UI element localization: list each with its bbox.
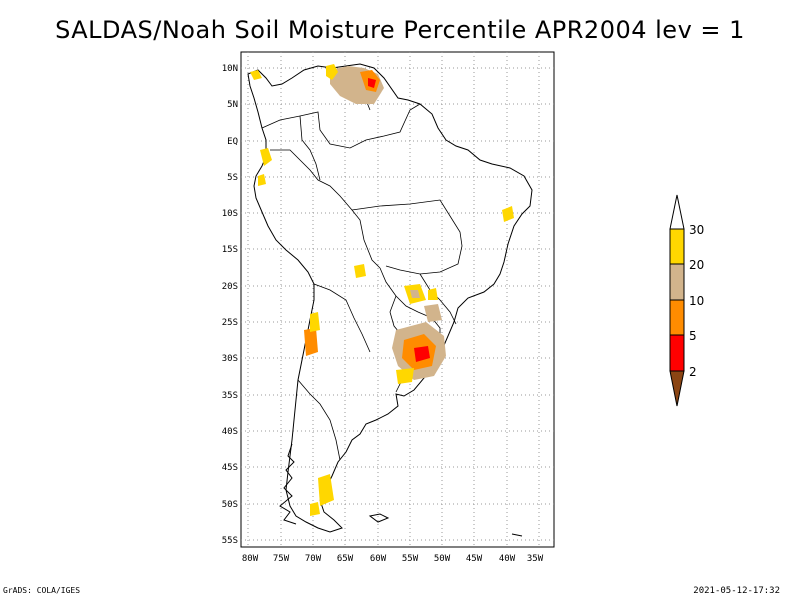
patch-uruguay-gold [396, 368, 414, 384]
lon-label: 70W [305, 554, 322, 564]
lat-label: 5S [227, 173, 238, 183]
lat-label: 10S [222, 209, 238, 219]
colorbar-label: 10 [689, 294, 704, 308]
lon-label: 75W [273, 554, 290, 564]
lat-label: 5N [227, 100, 238, 110]
lon-label: 45W [466, 554, 483, 564]
map-frame [240, 51, 555, 548]
lat-label: 40S [222, 427, 238, 437]
lat-label: 50S [222, 500, 238, 510]
colorbar-bottom-triangle [669, 370, 685, 407]
lon-label: 80W [242, 554, 259, 564]
patch-parana-gold [428, 288, 438, 300]
patch-south-brazil-red [414, 346, 430, 362]
colorbar-labels: 30 20 10 5 2 [689, 223, 704, 379]
lat-label: 25S [222, 318, 238, 328]
colorbar-label: 30 [689, 223, 704, 237]
lon-label: 40W [499, 554, 516, 564]
colorbar-swatch-5-10 [669, 299, 685, 336]
colorbar-top-triangle [669, 194, 685, 230]
lon-label: 50W [434, 554, 451, 564]
patch-colombia-gold [250, 70, 262, 80]
lon-label: 65W [337, 554, 354, 564]
colorbar-legend [669, 194, 685, 407]
lat-label: EQ [227, 137, 238, 147]
patch-brazil-east-gold [502, 206, 514, 222]
lat-label: 35S [222, 391, 238, 401]
lat-label: 20S [222, 282, 238, 292]
longitude-labels: 80W 75W 70W 65W 60W 55W 50W 45W 40W 35W [242, 554, 544, 564]
patch-patagonia-gold [318, 474, 334, 506]
lat-label: 10N [222, 64, 238, 74]
percentile-patches [250, 64, 514, 516]
patch-peru-gold [258, 174, 266, 186]
footer-timestamp: 2021-05-12-17:32 [693, 586, 780, 596]
grid-lines [241, 52, 554, 547]
colorbar-swatch-2-5 [669, 334, 685, 372]
colorbar-label: 5 [689, 329, 697, 343]
colorbar-label: 20 [689, 258, 704, 272]
patch-venezuela-red [368, 78, 376, 88]
lat-label: 30S [222, 354, 238, 364]
patch-argentina-west-orange [304, 328, 318, 356]
lat-label: 45S [222, 463, 238, 473]
lat-label: 15S [222, 245, 238, 255]
page-title: SALDAS/Noah Soil Moisture Percentile APR… [55, 16, 745, 44]
lon-label: 55W [402, 554, 419, 564]
patch-parana-tan [424, 304, 442, 322]
lon-label: 60W [370, 554, 387, 564]
colorbar-swatch-10-20 [669, 263, 685, 301]
patch-argentina-west-gold [310, 312, 320, 332]
patch-ecuador-gold [260, 148, 272, 166]
patch-venezuela-gold [326, 64, 338, 80]
south-america-outline [247, 63, 533, 533]
lat-label: 55S [222, 536, 238, 546]
colorbar-swatch-20-30 [669, 228, 685, 265]
patch-patagonia-south-gold [310, 502, 320, 516]
lon-label: 35W [527, 554, 544, 564]
fjord-coastline [279, 443, 523, 537]
latitude-labels: 10N 5N EQ 5S 10S 15S 20S 25S 30S 35S 40S… [222, 64, 238, 546]
colorbar-label: 2 [689, 365, 697, 379]
footer-credit: GrADS: COLA/IGES [3, 586, 81, 595]
patch-paraguay-tan [410, 290, 420, 298]
country-borders [261, 65, 463, 461]
patch-bolivia-gold [354, 264, 366, 278]
